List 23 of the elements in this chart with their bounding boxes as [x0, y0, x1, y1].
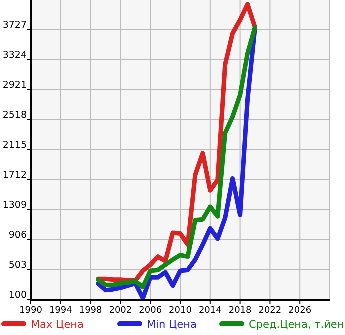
y-tick-label: 2921: [2, 80, 27, 91]
x-tick-label: 1994: [49, 306, 73, 316]
y-tick-label: 1309: [2, 200, 27, 211]
x-tick-label: 2002: [109, 306, 132, 316]
x-tick-label: 2018: [228, 306, 252, 316]
x-tick-label: 2006: [139, 306, 162, 316]
x-tick-label: 2026: [288, 306, 312, 316]
y-tick-label: 906: [8, 230, 27, 241]
y-tick-label: 3324: [2, 50, 27, 61]
legend-label: Сред.Цена, т.йен: [249, 319, 344, 331]
y-tick-label: 3727: [2, 20, 27, 31]
legend-label: Max Цена: [31, 319, 84, 331]
x-tick-label: 2014: [198, 306, 222, 316]
x-tick-label: 1998: [79, 306, 103, 316]
y-tick-label: 503: [8, 260, 27, 271]
y-tick-label: 2518: [2, 110, 27, 121]
y-tick-label: 100: [8, 290, 27, 301]
legend-label: Min Цена: [147, 319, 197, 331]
x-tick-label: 1990: [20, 306, 43, 316]
y-tick-label: 1712: [2, 170, 27, 181]
x-tick-label: 2010: [169, 306, 192, 316]
x-tick-label: 2022: [258, 306, 282, 316]
y-tick-label: 2115: [2, 140, 27, 151]
